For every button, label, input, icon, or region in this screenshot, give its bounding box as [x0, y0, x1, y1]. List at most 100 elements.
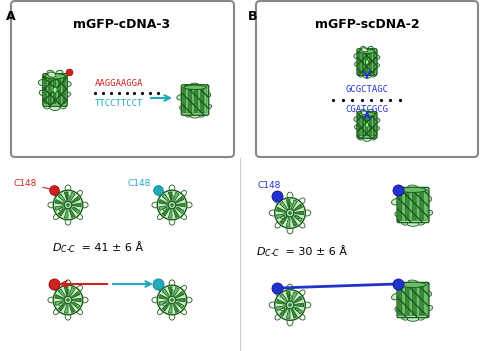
Ellipse shape: [361, 48, 368, 52]
Ellipse shape: [355, 62, 361, 67]
Ellipse shape: [169, 185, 175, 192]
Polygon shape: [159, 294, 169, 299]
Ellipse shape: [354, 117, 361, 122]
FancyBboxPatch shape: [409, 285, 413, 316]
Polygon shape: [293, 306, 302, 314]
Ellipse shape: [401, 220, 408, 225]
Polygon shape: [291, 200, 297, 210]
FancyBboxPatch shape: [53, 76, 56, 104]
Polygon shape: [71, 302, 80, 309]
Ellipse shape: [275, 222, 281, 228]
Ellipse shape: [157, 285, 163, 291]
Circle shape: [286, 209, 294, 217]
Ellipse shape: [392, 294, 400, 300]
Ellipse shape: [287, 284, 293, 292]
Polygon shape: [58, 302, 66, 311]
Circle shape: [53, 190, 83, 220]
Ellipse shape: [373, 64, 380, 67]
Ellipse shape: [169, 218, 175, 225]
Polygon shape: [69, 208, 75, 218]
FancyBboxPatch shape: [413, 190, 417, 220]
FancyBboxPatch shape: [402, 190, 406, 220]
Circle shape: [64, 296, 72, 304]
Polygon shape: [280, 201, 288, 211]
FancyBboxPatch shape: [406, 190, 409, 220]
Text: CGATCGCG: CGATCGCG: [346, 106, 388, 114]
Polygon shape: [286, 308, 290, 319]
FancyBboxPatch shape: [56, 76, 59, 104]
Ellipse shape: [65, 185, 71, 192]
Ellipse shape: [354, 54, 361, 59]
FancyBboxPatch shape: [398, 190, 402, 220]
FancyBboxPatch shape: [397, 187, 429, 223]
Polygon shape: [58, 289, 66, 298]
FancyBboxPatch shape: [195, 87, 198, 113]
Ellipse shape: [185, 297, 192, 303]
Circle shape: [275, 290, 305, 320]
Ellipse shape: [65, 218, 71, 225]
FancyBboxPatch shape: [358, 51, 360, 73]
Polygon shape: [293, 204, 302, 212]
Polygon shape: [291, 216, 297, 226]
Ellipse shape: [365, 60, 369, 64]
Polygon shape: [175, 203, 185, 207]
Ellipse shape: [47, 70, 54, 75]
Polygon shape: [173, 192, 179, 202]
Ellipse shape: [372, 136, 376, 140]
Polygon shape: [69, 192, 75, 202]
Polygon shape: [173, 287, 179, 297]
Ellipse shape: [359, 112, 375, 117]
Polygon shape: [58, 194, 66, 203]
Ellipse shape: [157, 309, 163, 314]
Polygon shape: [276, 213, 287, 219]
FancyBboxPatch shape: [366, 51, 368, 73]
Circle shape: [64, 201, 72, 209]
Ellipse shape: [180, 191, 187, 196]
FancyBboxPatch shape: [43, 74, 67, 106]
Ellipse shape: [425, 210, 432, 216]
Ellipse shape: [419, 220, 425, 225]
Polygon shape: [286, 216, 290, 227]
Polygon shape: [159, 300, 169, 305]
Polygon shape: [280, 293, 288, 303]
Polygon shape: [55, 200, 65, 205]
Ellipse shape: [358, 136, 363, 140]
Polygon shape: [175, 197, 184, 204]
FancyBboxPatch shape: [181, 85, 209, 115]
Circle shape: [157, 285, 187, 315]
FancyBboxPatch shape: [364, 114, 366, 136]
Polygon shape: [69, 287, 75, 297]
FancyBboxPatch shape: [63, 76, 65, 104]
FancyBboxPatch shape: [362, 51, 364, 73]
Ellipse shape: [303, 210, 311, 216]
Ellipse shape: [48, 72, 56, 77]
Text: $D_{C\text{-}C}$: $D_{C\text{-}C}$: [52, 241, 76, 255]
FancyBboxPatch shape: [368, 51, 370, 73]
Ellipse shape: [180, 214, 187, 219]
Polygon shape: [293, 211, 303, 215]
FancyBboxPatch shape: [182, 87, 186, 113]
Polygon shape: [168, 208, 172, 218]
Ellipse shape: [361, 111, 368, 115]
Ellipse shape: [269, 210, 277, 216]
Ellipse shape: [365, 123, 369, 127]
Ellipse shape: [363, 137, 371, 141]
Polygon shape: [280, 215, 288, 224]
FancyBboxPatch shape: [370, 114, 372, 136]
Ellipse shape: [171, 299, 173, 301]
Polygon shape: [71, 206, 80, 213]
Circle shape: [168, 296, 176, 304]
Ellipse shape: [395, 212, 402, 217]
Ellipse shape: [77, 285, 83, 291]
Text: $D_{C\text{-}C}$: $D_{C\text{-}C}$: [256, 245, 280, 259]
Ellipse shape: [180, 285, 187, 291]
Text: C148: C148: [258, 181, 281, 196]
Text: = 30 ± 6 Å: = 30 ± 6 Å: [282, 247, 347, 257]
Ellipse shape: [368, 110, 373, 113]
Polygon shape: [286, 291, 290, 302]
FancyBboxPatch shape: [409, 190, 413, 220]
FancyBboxPatch shape: [357, 49, 377, 75]
Polygon shape: [58, 207, 66, 216]
Ellipse shape: [423, 196, 432, 201]
Ellipse shape: [419, 315, 425, 320]
